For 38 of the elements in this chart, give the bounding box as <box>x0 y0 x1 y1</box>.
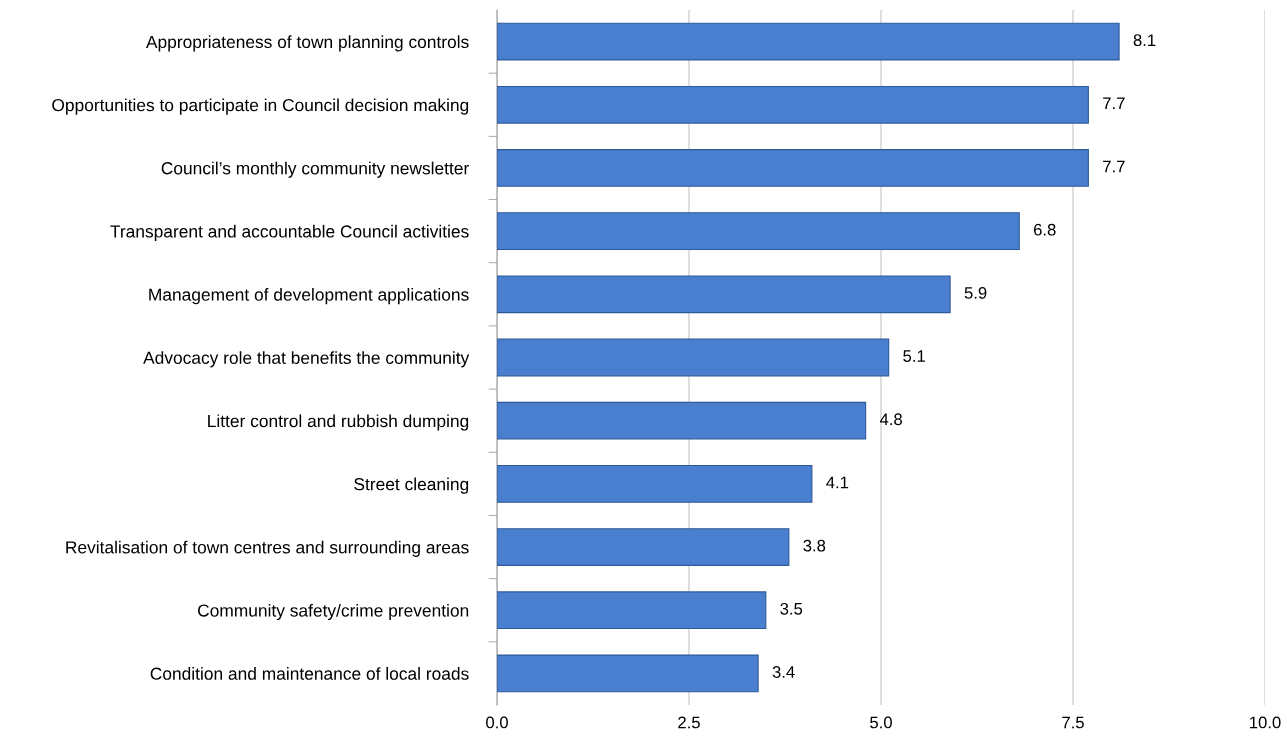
data-label: 8.1 <box>1133 34 1156 47</box>
x-tick-label: 0.0 <box>486 716 508 729</box>
y-tick-label: Opportunities to participate in Council decision making <box>52 98 469 115</box>
bar <box>497 464 813 503</box>
data-label: 7.7 <box>1103 97 1125 110</box>
x-tick-label: 5.0 <box>870 716 892 729</box>
data-label: 5.9 <box>964 286 987 299</box>
data-label: 6.8 <box>1033 223 1056 236</box>
x-tick-label: 7.5 <box>1062 716 1084 729</box>
y-tick-label: Revitalisation of town centres and surrounding areas <box>66 540 469 557</box>
y-tick-label: Condition and maintenance of local roads <box>150 667 469 680</box>
x-tick-label: 10.0 <box>1250 716 1281 729</box>
data-label: 4.1 <box>826 476 849 489</box>
data-label: 3.8 <box>803 539 826 552</box>
bar <box>497 275 951 314</box>
bar <box>497 212 1020 251</box>
y-tick-label: Appropriateness of town planning controls <box>145 35 469 52</box>
y-tick-label: Advocacy role that benefits the community <box>143 351 470 368</box>
data-label: 4.8 <box>879 413 902 426</box>
y-tick-label: Council’s monthly community newsletter <box>161 161 469 178</box>
bar <box>497 338 890 377</box>
bar <box>497 149 1089 187</box>
x-tick-label: 2.5 <box>678 716 700 729</box>
data-label: 3.5 <box>780 602 803 615</box>
bar <box>497 22 1120 61</box>
data-label: 3.4 <box>772 666 795 678</box>
bar <box>497 85 1089 124</box>
y-tick-label: Management of development applications <box>149 288 469 305</box>
bar <box>497 528 790 566</box>
bar <box>497 654 759 693</box>
y-tick-label: Transparent and accountable Council activities <box>110 224 469 242</box>
data-label: 7.7 <box>1103 160 1125 173</box>
bar <box>497 401 867 440</box>
data-label: 5.1 <box>903 350 925 362</box>
y-tick-label: Litter control and rubbish dumping <box>208 414 469 431</box>
bar <box>497 591 767 630</box>
y-tick-label: Street cleaning <box>354 477 469 494</box>
y-tick-label: Community safety/crime prevention <box>198 603 469 621</box>
